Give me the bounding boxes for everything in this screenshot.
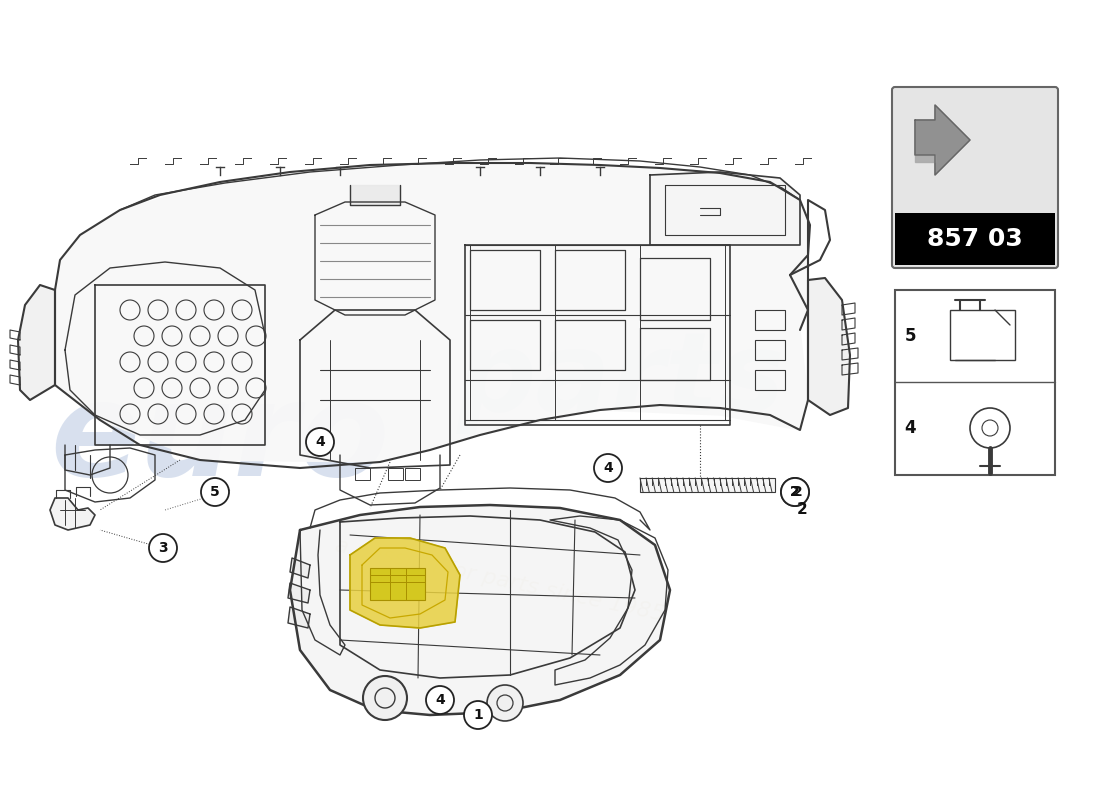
Bar (895, 290, 1055, 475)
Circle shape (306, 428, 334, 456)
Bar (388, 468, 403, 480)
Polygon shape (915, 155, 935, 162)
Circle shape (594, 454, 621, 482)
Polygon shape (350, 185, 400, 205)
Bar (950, 310, 1015, 360)
Text: 5: 5 (904, 327, 915, 345)
Polygon shape (290, 558, 310, 578)
Polygon shape (18, 285, 55, 400)
Circle shape (781, 478, 808, 506)
Circle shape (426, 686, 454, 714)
Polygon shape (808, 278, 850, 415)
Circle shape (464, 701, 492, 729)
Bar (640, 478, 776, 492)
Text: 3: 3 (158, 541, 168, 555)
Circle shape (201, 478, 229, 506)
Text: 1: 1 (473, 708, 483, 722)
Text: 4: 4 (436, 693, 444, 707)
Polygon shape (50, 498, 95, 530)
Bar (895, 213, 1055, 265)
Text: 5: 5 (210, 485, 220, 499)
Circle shape (781, 478, 808, 506)
Circle shape (363, 676, 407, 720)
Bar (755, 340, 785, 360)
FancyBboxPatch shape (892, 87, 1058, 268)
Text: euro: euro (51, 377, 389, 503)
Text: 2: 2 (796, 502, 807, 518)
Bar (755, 370, 785, 390)
Polygon shape (650, 172, 800, 245)
Bar (405, 468, 420, 480)
Bar (370, 568, 425, 600)
Text: 2: 2 (790, 485, 800, 499)
Circle shape (148, 534, 177, 562)
Polygon shape (288, 607, 310, 628)
Circle shape (487, 685, 522, 721)
Text: 2: 2 (793, 485, 803, 499)
Text: 4: 4 (315, 435, 324, 449)
Text: parts: parts (455, 326, 784, 434)
Text: 4: 4 (904, 419, 916, 437)
Polygon shape (290, 505, 670, 715)
Polygon shape (55, 163, 808, 462)
Polygon shape (915, 105, 970, 175)
Bar (755, 310, 785, 330)
Text: 2: 2 (790, 485, 800, 499)
Text: 857 03: 857 03 (927, 227, 1023, 251)
Bar (355, 468, 370, 480)
Polygon shape (350, 538, 460, 628)
Polygon shape (288, 583, 310, 603)
Text: 4: 4 (603, 461, 613, 475)
Text: a passion for parts since 1985: a passion for parts since 1985 (333, 535, 667, 625)
